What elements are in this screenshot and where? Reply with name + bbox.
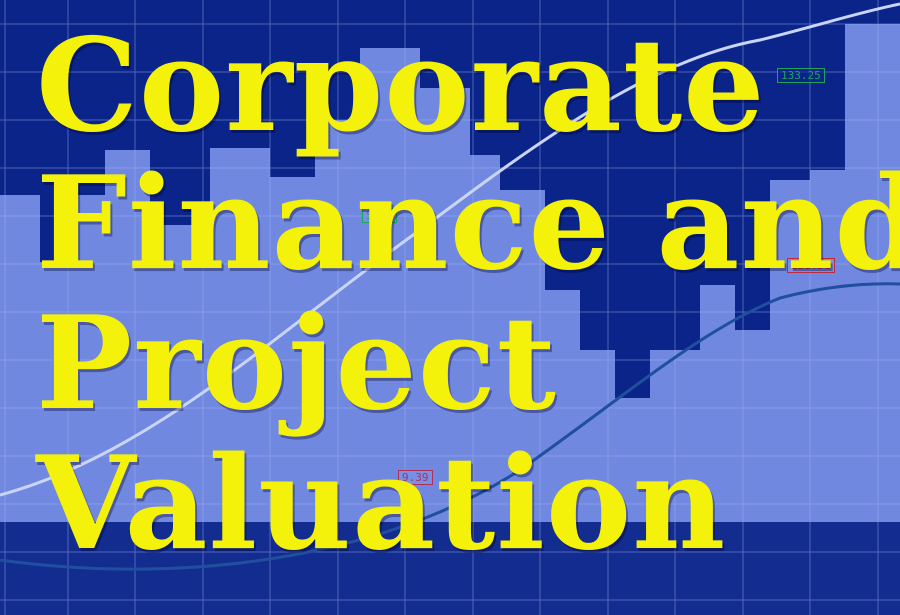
price-tag-green-mid: 5.86 bbox=[362, 208, 397, 223]
light-trend-curve bbox=[0, 2, 900, 497]
title-line-3: Project bbox=[36, 289, 557, 439]
title-line-1: Corporate bbox=[36, 11, 766, 161]
stepped-area-fill bbox=[0, 24, 900, 615]
price-tag-red-right: 121.51 bbox=[787, 258, 835, 273]
dark-trend-curve bbox=[0, 282, 900, 571]
price-tag-red-low: 9.39 bbox=[398, 470, 433, 485]
title-line-4: Valuation bbox=[36, 429, 727, 579]
price-tag-green-top: 133.25 bbox=[777, 68, 825, 83]
title-line-2: Finance and bbox=[36, 149, 900, 299]
